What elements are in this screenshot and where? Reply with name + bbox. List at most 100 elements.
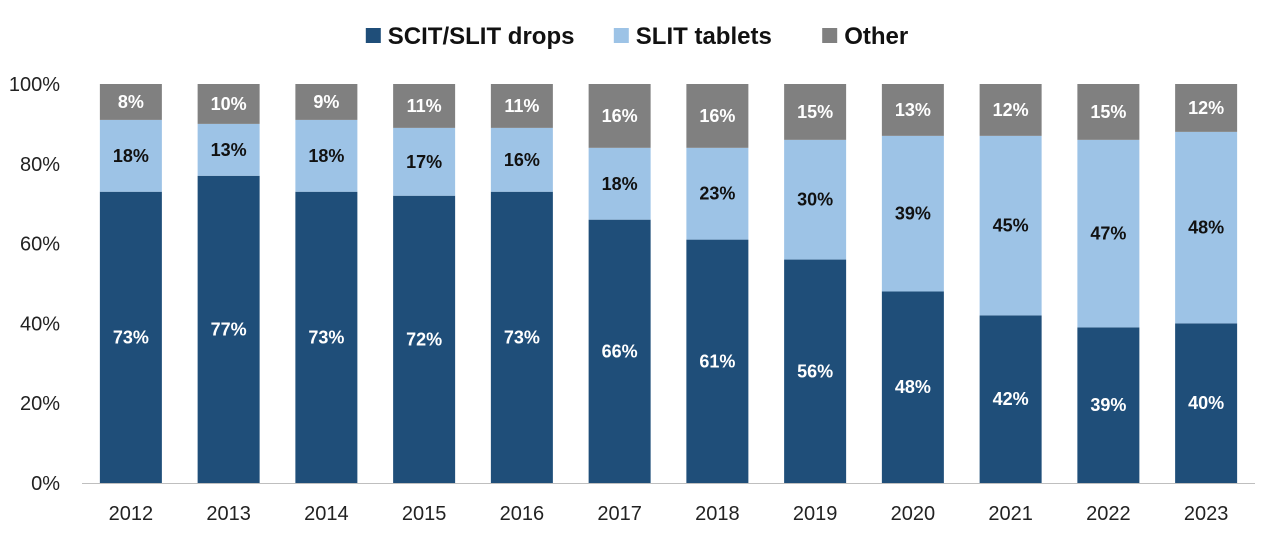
bar-scit-slit-drops	[295, 191, 358, 484]
bar-other	[881, 84, 944, 136]
bar-stack-2018: 61% 23% 16%	[686, 84, 749, 483]
data-label: 18%	[113, 146, 149, 166]
legend-item-other: Other	[822, 23, 908, 50]
bar-scit-slit-drops	[1077, 327, 1140, 483]
bar-stack-2016: 73% 16% 11%	[490, 84, 553, 484]
data-label: 30%	[797, 190, 833, 210]
data-label: 8%	[118, 92, 144, 112]
bar-stack-2022: 39% 47% 15%	[1077, 84, 1140, 483]
legend-label: SLIT tablets	[636, 23, 772, 50]
data-label: 40%	[1188, 393, 1224, 413]
legend-item-scit-slit-drops: SCIT/SLIT drops	[365, 23, 575, 50]
bar-scit-slit-drops	[588, 219, 651, 483]
data-label: 12%	[1188, 98, 1224, 118]
bar-stack-2020: 48% 39% 13%	[881, 84, 944, 483]
data-label: 9%	[313, 92, 339, 112]
bar-other	[393, 84, 456, 128]
bar-other	[295, 84, 358, 120]
bar-slit-tablets	[295, 119, 358, 192]
x-tick-label: 2018	[695, 503, 740, 525]
bar-stack-2017: 66% 18% 16%	[588, 84, 651, 483]
bar-other	[1175, 84, 1238, 132]
legend-swatch	[613, 28, 629, 43]
bar-slit-tablets	[1175, 131, 1238, 324]
bar-scit-slit-drops	[197, 175, 260, 483]
bar-other	[784, 84, 847, 140]
bar-stack-2015: 72% 17% 11%	[393, 84, 456, 483]
legend-swatch	[365, 28, 381, 43]
bar-other	[99, 84, 162, 120]
bar-other	[490, 84, 553, 128]
data-label: 13%	[211, 140, 247, 160]
data-label: 16%	[602, 106, 638, 126]
bar-slit-tablets	[979, 135, 1042, 316]
bar-stack-2021: 42% 45% 12%	[979, 84, 1042, 483]
bars: 73% 18% 8% 77% 13% 10% 73% 18% 9% 72% 17% 11% 73% 16%…	[99, 84, 1238, 484]
x-tick-label: 2014	[304, 503, 349, 525]
x-axis: 2012 2013 2014 2015 2016 2017 2018 2019 2020 2021…	[82, 483, 1255, 525]
data-label: 73%	[113, 327, 149, 347]
y-tick-label: 80%	[20, 154, 60, 176]
x-tick-label: 2017	[597, 503, 642, 525]
legend-swatch	[822, 28, 838, 43]
y-tick-label: 100%	[9, 74, 60, 96]
data-label: 56%	[797, 361, 833, 381]
bar-scit-slit-drops	[490, 191, 553, 484]
x-tick-label: 2012	[109, 503, 154, 525]
bar-slit-tablets	[784, 139, 847, 260]
data-label: 11%	[407, 96, 442, 116]
bar-scit-slit-drops	[979, 315, 1042, 483]
bar-scit-slit-drops	[881, 291, 944, 483]
bar-scit-slit-drops	[1175, 323, 1238, 483]
data-label: 72%	[406, 329, 442, 349]
chart-legend: SCIT/SLIT drops SLIT tablets Other	[365, 23, 908, 50]
data-label: 42%	[993, 389, 1029, 409]
data-label: 18%	[308, 146, 344, 166]
x-tick-label: 2019	[793, 503, 838, 525]
y-tick-label: 20%	[20, 393, 60, 415]
data-label: 16%	[504, 150, 540, 170]
legend-label: SCIT/SLIT drops	[388, 23, 575, 50]
data-label: 18%	[602, 174, 638, 194]
data-label: 16%	[699, 106, 735, 126]
x-tick-label: 2023	[1184, 503, 1229, 525]
data-label: 12%	[993, 100, 1029, 120]
x-tick-label: 2015	[402, 503, 447, 525]
data-label: 39%	[895, 204, 931, 224]
y-axis: 0% 20% 40% 60% 80% 100%	[9, 74, 60, 495]
y-tick-label: 60%	[20, 234, 60, 256]
data-label: 10%	[211, 94, 247, 114]
bar-scit-slit-drops	[99, 191, 162, 484]
data-label: 48%	[1188, 218, 1224, 238]
bar-other	[1077, 84, 1140, 140]
bar-slit-tablets	[197, 123, 260, 176]
legend-label: Other	[844, 23, 908, 50]
bar-slit-tablets	[686, 147, 749, 240]
bar-slit-tablets	[393, 127, 456, 196]
bar-scit-slit-drops	[686, 239, 749, 483]
legend-item-slit-tablets: SLIT tablets	[613, 23, 772, 50]
bar-other	[588, 84, 651, 148]
bar-stack-2013: 77% 13% 10%	[197, 84, 260, 483]
data-label: 15%	[797, 102, 833, 122]
bar-slit-tablets	[1077, 139, 1140, 328]
data-label: 11%	[504, 96, 539, 116]
bar-slit-tablets	[881, 135, 944, 292]
data-label: 17%	[406, 152, 442, 172]
bar-other	[197, 84, 260, 124]
bar-stack-2012: 73% 18% 8%	[99, 84, 162, 484]
data-label: 61%	[699, 351, 735, 371]
data-label: 39%	[1090, 395, 1126, 415]
bar-scit-slit-drops	[784, 259, 847, 483]
data-label: 77%	[211, 319, 247, 339]
bar-stack-2019: 56% 30% 15%	[784, 84, 847, 483]
bar-slit-tablets	[490, 127, 553, 192]
data-label: 13%	[895, 100, 931, 120]
x-tick-label: 2021	[988, 503, 1033, 525]
bar-stack-2023: 40% 48% 12%	[1175, 84, 1238, 483]
data-label: 45%	[993, 216, 1029, 236]
y-tick-label: 0%	[31, 473, 60, 495]
data-label: 73%	[504, 327, 540, 347]
data-label: 66%	[602, 341, 638, 361]
y-tick-label: 40%	[20, 313, 60, 335]
